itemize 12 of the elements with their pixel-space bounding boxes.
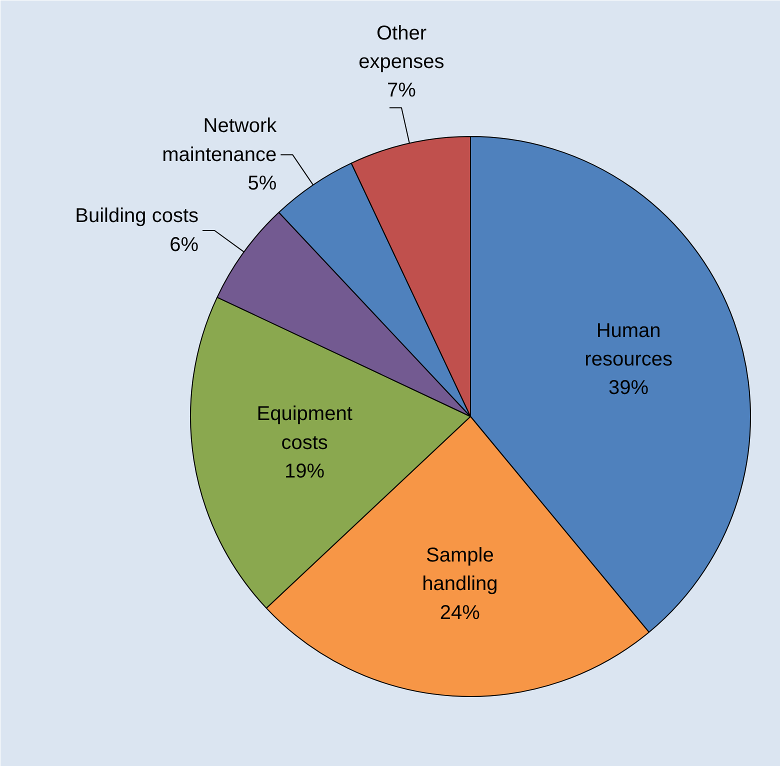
data-label: 5% <box>248 172 277 194</box>
data-label: 19% <box>284 460 325 482</box>
data-label: 7% <box>387 80 416 102</box>
slice-label: Other expenses <box>358 22 444 74</box>
slice-label: Network maintenance <box>162 115 278 166</box>
data-label: 24% <box>440 602 480 624</box>
slice-label: Human resources <box>584 320 672 371</box>
slice-label: Sample handling <box>422 544 498 596</box>
slice-label: Equipment costs <box>256 403 353 454</box>
slice-label: Building costs <box>75 205 199 228</box>
data-label: 6% <box>170 234 199 256</box>
data-label: 39% <box>608 377 649 400</box>
